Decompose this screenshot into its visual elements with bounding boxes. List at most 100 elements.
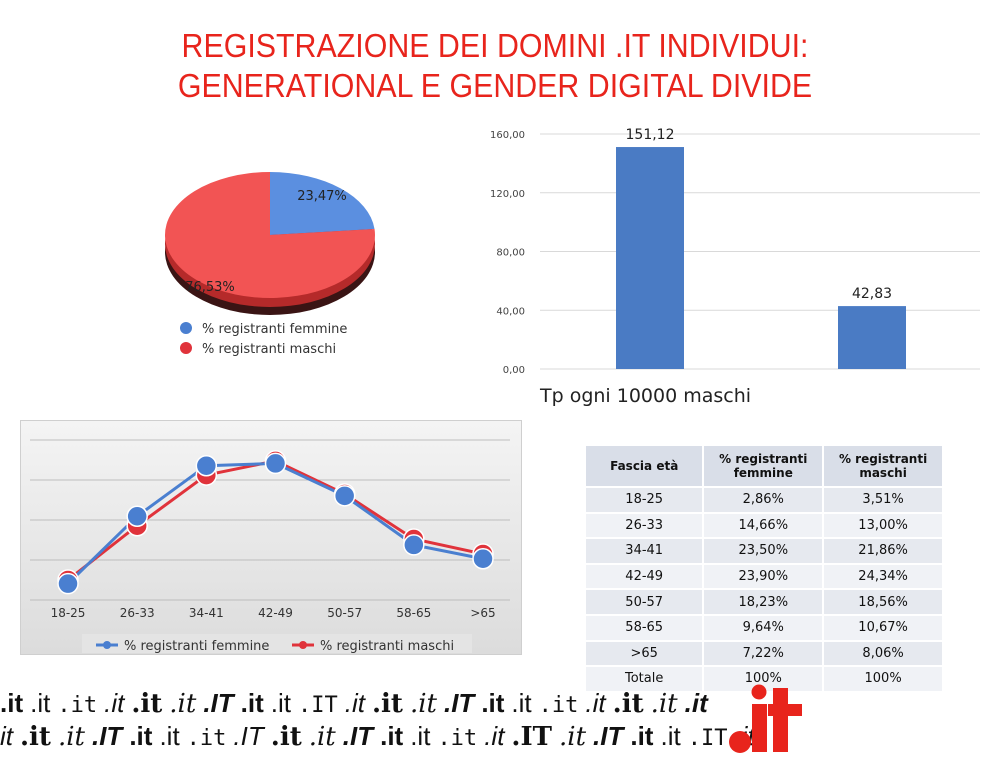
bar-1 xyxy=(838,306,906,369)
footer-it-token: .it xyxy=(380,721,404,751)
footer-it-token: .IT xyxy=(233,721,264,751)
bar-y-tick: 0,00 xyxy=(503,365,525,376)
legend-marker-femmine xyxy=(103,641,111,649)
table-cell: 7,22% xyxy=(704,641,825,668)
footer-it-token: .it xyxy=(0,688,24,718)
gender-pie-chart: 23,47% 76,53% % registranti femmine % re… xyxy=(165,172,375,357)
footer-it-strip-1: .it .it .it .it .it .it .IT .it .it .IT .it .it .it.… xyxy=(0,688,990,721)
table-row: 34-41 23,50% 21,86% xyxy=(586,539,944,565)
line-point-femmine xyxy=(57,572,79,595)
footer-it-token: .IT xyxy=(511,722,552,752)
line-x-tick: 26-33 xyxy=(120,606,155,620)
table-header-fascia: Fascia età xyxy=(586,446,705,488)
footer-it-token: .it xyxy=(630,721,654,751)
age-gender-table: Fascia età % registranti femmine % regis… xyxy=(586,446,944,693)
title-line-2: GENERATIONAL E GENDER DIGITAL DIVIDE xyxy=(177,67,813,104)
footer-it-token: .it xyxy=(131,689,163,719)
footer-it-token: .it xyxy=(30,688,51,718)
legend-label-femmine: % registranti femmine xyxy=(202,322,347,337)
table-cell: 18,56% xyxy=(824,590,944,616)
line-point-femmine xyxy=(126,505,148,527)
footer-it-token: .it xyxy=(169,689,197,719)
bar-y-tick: 120,00 xyxy=(490,189,525,200)
footer-it-token: .it xyxy=(129,721,153,751)
table-row: 42-49 23,90% 24,34% xyxy=(586,564,944,591)
title-line-1: REGISTRAZIONE DEI DOMINI .IT INDIVIDUI: xyxy=(181,27,809,64)
table-cell: Totale xyxy=(586,667,705,693)
bar-value-label-0: 151,12 xyxy=(626,127,675,143)
table-cell: 13,00% xyxy=(824,513,944,540)
footer-it-token: .it xyxy=(660,721,681,751)
footer-it-token: .it xyxy=(612,689,644,719)
table-cell: 18,23% xyxy=(704,590,825,616)
bar-value-label-1: 42,83 xyxy=(852,286,892,302)
table-cell: 10,67% xyxy=(824,615,944,642)
slide-title: REGISTRAZIONE DEI DOMINI .IT INDIVIDUI: … xyxy=(40,26,951,106)
footer-it-token: .it xyxy=(371,689,403,719)
footer-it-token: .it xyxy=(270,722,302,752)
table-cell: 2,86% xyxy=(704,488,825,514)
it-logo-i-dot xyxy=(751,684,767,700)
footer-it-token: it xyxy=(0,721,13,751)
line-point-femmine xyxy=(403,534,425,556)
table-cell: 14,66% xyxy=(704,513,825,540)
table-row: 18-25 2,86% 3,51% xyxy=(586,488,944,514)
footer-it-token: .it xyxy=(484,721,505,751)
table-cell: 26-33 xyxy=(586,513,705,540)
footer-it-token: .it xyxy=(270,688,291,718)
age-line-chart: 18-25 26-33 34-41 42-49 50-57 58-65 >65 % regi… xyxy=(30,439,510,653)
footer-it-token: .it xyxy=(344,688,365,718)
pie-legend: % registranti femmine % registranti masc… xyxy=(180,322,347,357)
line-x-tick: 34-41 xyxy=(189,606,224,620)
footer-it-token: .it xyxy=(410,721,431,751)
footer-it-token: .it xyxy=(684,688,708,718)
legend-dot-femmine xyxy=(180,322,192,334)
footer-it-token: .it xyxy=(240,688,264,718)
it-logo xyxy=(729,684,802,753)
footer-it-token: .IT xyxy=(687,726,728,751)
line-point-femmine xyxy=(333,485,356,507)
line-point-femmine xyxy=(195,454,218,477)
pie-slice-maschi xyxy=(165,172,375,298)
footer-it-token: .it xyxy=(20,722,51,752)
table-row: Totale 100% 100% xyxy=(586,667,944,693)
table-row: >65 7,22% 8,06% xyxy=(586,641,944,668)
line-x-tick: 42-49 xyxy=(258,606,293,620)
table-cell: 21,86% xyxy=(824,539,944,565)
table-row: 26-33 14,66% 13,00% xyxy=(586,513,944,540)
bar-x-label: Tp ogni 10000 maschi xyxy=(539,385,751,407)
footer-it-token: .it xyxy=(437,726,478,751)
footer-it-token: .it xyxy=(481,688,505,718)
footer-it-token: .IT xyxy=(203,688,234,718)
bar-y-tick: 40,00 xyxy=(496,306,525,317)
footer-it-token: .IT xyxy=(593,721,624,751)
it-logo-t-bar xyxy=(768,704,802,716)
line-point-femmine xyxy=(472,547,494,570)
pie-label-femmine: 23,47% xyxy=(297,189,347,204)
table-cell: 50-57 xyxy=(586,590,705,616)
line-legend-box xyxy=(82,634,472,653)
footer-it-token: .it xyxy=(308,722,336,752)
table-cell: 3,51% xyxy=(824,488,944,514)
line-legend-label-maschi: % registranti maschi xyxy=(320,639,454,653)
footer-it-token: .it xyxy=(186,726,227,751)
line-x-tick: 18-25 xyxy=(51,606,86,620)
footer-it-token: .IT xyxy=(342,721,374,751)
table-cell: 23,50% xyxy=(704,539,825,565)
footer-it-token: .IT xyxy=(91,721,123,751)
table-cell: 18-25 xyxy=(586,488,705,514)
bar-y-tick: 80,00 xyxy=(496,248,525,259)
table-cell: >65 xyxy=(586,641,705,668)
table-header-row: Fascia età % registranti femmine % regis… xyxy=(586,446,944,488)
footer-it-token: .IT xyxy=(443,688,475,718)
bar-chart: 0,00 40,00 80,00 120,00 160,00 151,12 42,83 T… xyxy=(490,127,980,407)
table-row: 50-57 18,23% 18,56% xyxy=(586,590,944,616)
table-cell: 9,64% xyxy=(704,615,825,642)
table-cell: 23,90% xyxy=(704,564,825,591)
footer-it-token: .it xyxy=(409,689,437,719)
it-logo-t-stem xyxy=(773,688,788,752)
line-point-femmine xyxy=(264,452,287,475)
footer-it-token: .it xyxy=(538,693,579,718)
it-logo-i xyxy=(752,704,767,752)
table-cell: 24,34% xyxy=(824,564,944,591)
